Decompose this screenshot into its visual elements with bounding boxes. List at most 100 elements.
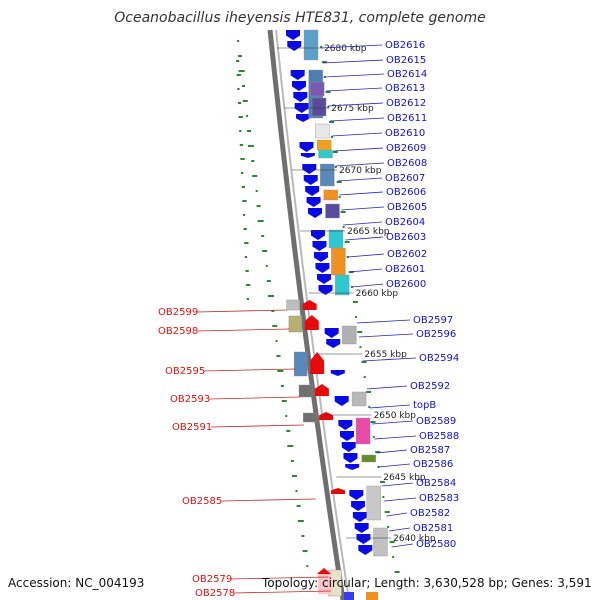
- scale-axis: 2680 kbp 2675 kbp 2670 kbp 2665 kbp 2660 kbp…: [277, 44, 436, 544]
- forward-cds-arrow: [352, 512, 367, 522]
- gc-dot: [297, 520, 304, 522]
- gc-dot: [252, 175, 258, 177]
- gc-dot: [237, 40, 240, 42]
- feature-block: [334, 274, 350, 296]
- gc-dot: [262, 250, 268, 252]
- gene-label: OB2579: [192, 574, 232, 585]
- reverse-cds-track: [286, 299, 378, 600]
- forward-cds-arrow: [338, 420, 353, 430]
- gc-dot: [239, 130, 242, 132]
- gc-dot: [295, 490, 298, 492]
- reverse-cds-arrow: [319, 412, 334, 420]
- reverse-cds-arrow: [302, 300, 317, 310]
- gc-dot: [243, 228, 247, 230]
- gc-dot: [247, 145, 254, 147]
- forward-cds-arrow: [293, 92, 308, 102]
- feature-block: [366, 485, 381, 521]
- label-leader-line: [328, 102, 384, 107]
- feature-block: [342, 325, 357, 345]
- forward-cds-arrow: [300, 153, 315, 158]
- label-leader-line: [211, 424, 304, 428]
- gene-label: OB2593: [170, 394, 210, 405]
- gene-label: OB2584: [416, 478, 456, 489]
- forward-cds-arrow: [291, 81, 306, 91]
- label-leader-line: [381, 482, 414, 487]
- reverse-feature-block: [286, 299, 300, 311]
- gc-dot: [291, 475, 297, 477]
- gc-dot: [355, 316, 358, 318]
- forward-cds-arrow: [290, 70, 305, 80]
- gc-dot: [242, 200, 247, 202]
- gc-dot: [352, 301, 358, 303]
- forward-cds-arrow: [340, 431, 355, 441]
- gc-dot: [301, 535, 305, 537]
- gc-dot: [245, 270, 249, 272]
- gc-dot: [272, 325, 278, 327]
- forward-cds-arrow: [310, 230, 325, 240]
- label-leader-line: [321, 44, 383, 49]
- forward-cds-arrow: [330, 370, 345, 376]
- gc-dot: [392, 556, 395, 558]
- gene-label: OB2587: [410, 445, 450, 456]
- gene-label: OB2596: [416, 329, 456, 340]
- label-leader-line: [351, 283, 384, 288]
- scale-label: 2640 kbp: [393, 534, 436, 544]
- gene-label: OB2598: [158, 326, 198, 337]
- gene-label: OB2581: [413, 523, 453, 534]
- forward-cds-arrow: [303, 175, 318, 185]
- forward-cds-arrow: [287, 41, 302, 51]
- gc-dot: [256, 205, 261, 207]
- gc-dot: [255, 190, 258, 192]
- gc-dot: [377, 466, 380, 468]
- label-leader-line: [333, 147, 384, 152]
- label-leader-line: [384, 497, 417, 502]
- label-leader-line: [324, 73, 385, 78]
- feature-block: [315, 123, 330, 139]
- gc-dot: [334, 166, 337, 168]
- gc-dot: [275, 340, 278, 342]
- forward-cds-arrow: [358, 545, 373, 555]
- label-leader-line: [349, 268, 383, 273]
- forward-cds-arrow: [306, 197, 321, 207]
- gc-dot: [368, 406, 371, 408]
- topology-text: Topology: circular; Length: 3,630,528 bp…: [261, 576, 592, 590]
- gc-dot: [394, 571, 400, 573]
- forward-cds-arrow: [343, 453, 358, 463]
- forward-cds-arrow: [313, 252, 328, 262]
- reverse-cds-arrow: [317, 568, 331, 574]
- gc-dot: [325, 91, 331, 93]
- label-leader-line: [376, 449, 408, 454]
- gene-label: OB2601: [385, 264, 425, 275]
- forward-cds-arrow: [334, 396, 349, 406]
- gene-label: OB2613: [385, 83, 425, 94]
- gene-label: OB2594: [419, 353, 459, 364]
- gc-dot: [286, 430, 291, 432]
- label-leader-line: [356, 319, 411, 324]
- gc-dot: [246, 130, 251, 132]
- forward-cds-arrow: [308, 208, 323, 218]
- gc-dot: [366, 391, 372, 393]
- scale-label: 2675 kbp: [331, 104, 374, 114]
- gc-dot: [357, 331, 363, 333]
- forward-cds-arrow: [296, 114, 311, 122]
- label-leader-line: [374, 435, 417, 440]
- label-leader-line: [388, 527, 411, 532]
- feature-block: [331, 247, 346, 276]
- forward-cds-arrow: [356, 534, 371, 544]
- gc-dot: [296, 505, 301, 507]
- forward-cds-arrow: [349, 490, 364, 500]
- gene-label: OB2608: [387, 158, 427, 169]
- label-leader-line: [326, 87, 383, 92]
- gc-dot: [359, 346, 362, 348]
- gc-dot: [361, 361, 367, 363]
- forward-cds-arrow: [351, 501, 366, 511]
- right-gene-labels: OB2616 OB2615 OB2614 OB2613 OB2612 OB2611 OB26…: [321, 40, 459, 550]
- gene-label: OB2588: [419, 431, 459, 442]
- gc-dot: [246, 298, 249, 300]
- forward-cds-arrow: [354, 523, 369, 533]
- label-leader-line: [197, 309, 287, 313]
- gc-dot: [261, 235, 265, 237]
- reverse-feature-block: [293, 351, 308, 377]
- forward-cds-arrow: [302, 164, 317, 174]
